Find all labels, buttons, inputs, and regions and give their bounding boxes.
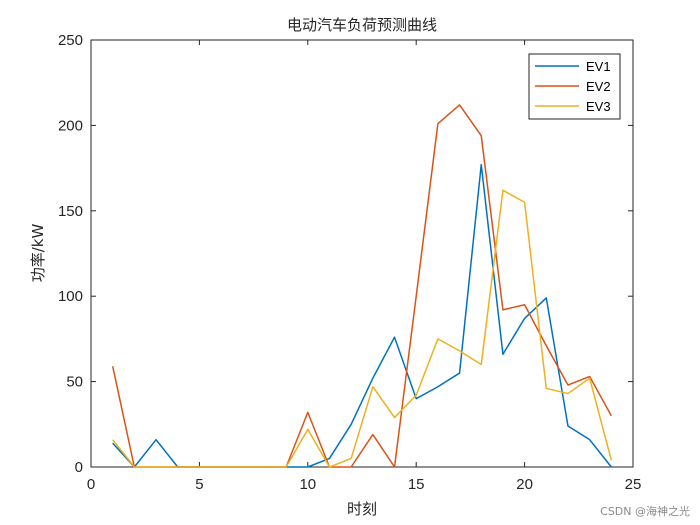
x-tick-label: 0 bbox=[87, 476, 95, 493]
watermark: CSDN @海神之光 bbox=[600, 505, 690, 518]
series-line-ev3 bbox=[112, 189, 613, 468]
x-tick-label: 10 bbox=[299, 476, 316, 493]
x-tick-label: 15 bbox=[408, 476, 425, 493]
legend: EV1 EV2 EV3 bbox=[528, 53, 621, 120]
x-axis-label: 时刻 bbox=[347, 500, 377, 518]
y-tick-label: 0 bbox=[75, 459, 83, 476]
y-tick-label: 250 bbox=[58, 32, 83, 49]
y-tick-label: 100 bbox=[58, 288, 83, 305]
legend-label: EV1 bbox=[586, 59, 611, 74]
y-axis-label: 功率/kW bbox=[29, 224, 47, 283]
x-tick-label: 20 bbox=[516, 476, 533, 493]
y-tick-label: 200 bbox=[58, 117, 83, 134]
y-tick-label: 150 bbox=[58, 203, 83, 220]
legend-label: EV2 bbox=[586, 79, 611, 94]
x-tick-label: 5 bbox=[195, 476, 203, 493]
y-tick-label: 50 bbox=[66, 374, 83, 391]
x-tick-label: 25 bbox=[625, 476, 642, 493]
series-lines bbox=[111, 104, 613, 468]
legend-label: EV3 bbox=[586, 99, 611, 114]
chart-title: 电动汽车负荷预测曲线 bbox=[287, 16, 437, 34]
